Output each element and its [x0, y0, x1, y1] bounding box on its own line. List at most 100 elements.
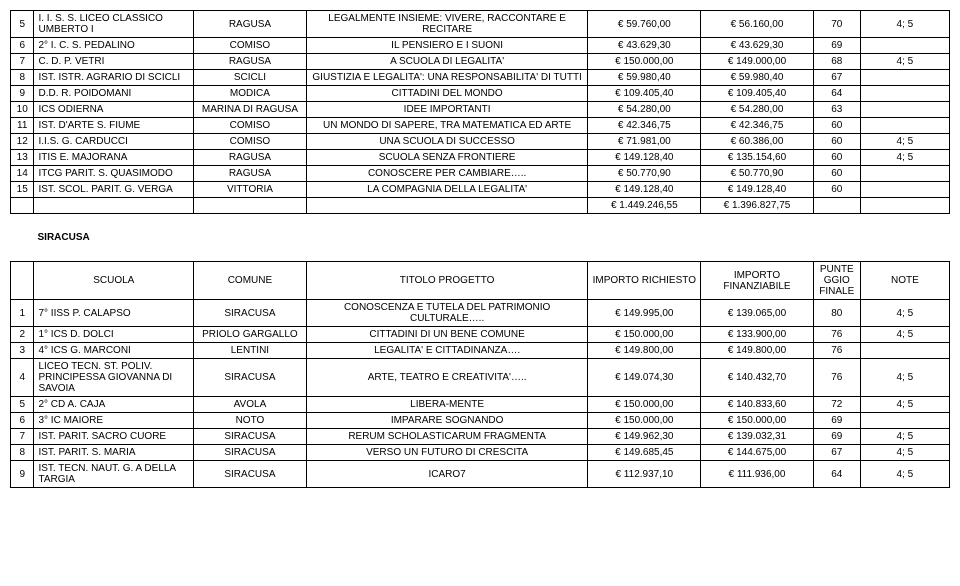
cell: RERUM SCHOLASTICARUM FRAGMENTA — [306, 429, 588, 445]
cell: 68 — [813, 54, 860, 70]
cell — [813, 198, 860, 214]
cell: 4; 5 — [860, 11, 949, 38]
cell: 3 — [11, 343, 34, 359]
cell: IDEE IMPORTANTI — [306, 102, 588, 118]
cell — [860, 166, 949, 182]
cell: € 150.000,00 — [701, 413, 814, 429]
cell: € 43.629,30 — [701, 38, 814, 54]
cell: 7° IISS P. CALAPSO — [34, 300, 194, 327]
cell — [306, 198, 588, 214]
cell: € 150.000,00 — [588, 54, 701, 70]
cell — [34, 198, 194, 214]
cell: SIRACUSA — [194, 359, 307, 397]
cell: IMPARARE SOGNANDO — [306, 413, 588, 429]
header-row: SCUOLACOMUNETITOLO PROGETTOIMPORTO RICHI… — [11, 262, 950, 300]
table-row: 9D.D. R. POIDOMANIMODICACITTADINI DEL MO… — [11, 86, 950, 102]
cell: SCICLI — [194, 70, 307, 86]
table-row: 5I. I. S. S. LICEO CLASSICO UMBERTO IRAG… — [11, 11, 950, 38]
cell: IST. TECN. NAUT. G. A DELLA TARGIA — [34, 461, 194, 488]
cell: 4; 5 — [860, 150, 949, 166]
section-siracusa-label: SIRACUSA — [34, 226, 194, 249]
cell: LEGALITA' E CITTADINANZA…. — [306, 343, 588, 359]
cell: € 50.770,90 — [701, 166, 814, 182]
cell: € 56.160,00 — [701, 11, 814, 38]
cell: 67 — [813, 70, 860, 86]
cell: MODICA — [194, 86, 307, 102]
cell: € 149.800,00 — [701, 343, 814, 359]
cell: € 59.760,00 — [588, 11, 701, 38]
cell: € 135.154,60 — [701, 150, 814, 166]
cell — [860, 70, 949, 86]
cell: 4; 5 — [860, 445, 949, 461]
cell: GIUSTIZIA E LEGALITA': UNA RESPONSABILIT… — [306, 70, 588, 86]
cell: € 149.962,30 — [588, 429, 701, 445]
cell: € 109.405,40 — [701, 86, 814, 102]
cell: MARINA DI RAGUSA — [194, 102, 307, 118]
table-row: 15IST. SCOL. PARIT. G. VERGAVITTORIALA C… — [11, 182, 950, 198]
cell: RAGUSA — [194, 150, 307, 166]
header-cell: SCUOLA — [34, 262, 194, 300]
cell: € 42.346,75 — [701, 118, 814, 134]
header-cell: IMPORTO FINANZIABILE — [701, 262, 814, 300]
cell: 60 — [813, 150, 860, 166]
cell: AVOLA — [194, 397, 307, 413]
cell: SIRACUSA — [194, 445, 307, 461]
cell: ITIS E. MAJORANA — [34, 150, 194, 166]
cell: € 149.995,00 — [588, 300, 701, 327]
cell: € 139.032,31 — [701, 429, 814, 445]
section-gap: SIRACUSA — [10, 214, 950, 261]
table-row: 52° CD A. CAJAAVOLALIBERA-MENTE€ 150.000… — [11, 397, 950, 413]
cell — [860, 413, 949, 429]
table-ragusa: 5I. I. S. S. LICEO CLASSICO UMBERTO IRAG… — [10, 10, 950, 214]
cell: UNA SCUOLA DI SUCCESSO — [306, 134, 588, 150]
table-row: 13ITIS E. MAJORANARAGUSASCUOLA SENZA FRO… — [11, 150, 950, 166]
cell — [11, 198, 34, 214]
cell: € 43.629,30 — [588, 38, 701, 54]
cell: 4; 5 — [860, 300, 949, 327]
cell: € 54.280,00 — [701, 102, 814, 118]
cell: € 150.000,00 — [588, 413, 701, 429]
cell: 10 — [11, 102, 34, 118]
cell: SIRACUSA — [194, 429, 307, 445]
cell: € 149.128,40 — [588, 182, 701, 198]
cell — [860, 182, 949, 198]
cell: 14 — [11, 166, 34, 182]
cell: ICS ODIERNA — [34, 102, 194, 118]
table-row: 8IST. ISTR. AGRARIO DI SCICLISCICLIGIUST… — [11, 70, 950, 86]
cell: ICARO7 — [306, 461, 588, 488]
cell: € 150.000,00 — [588, 397, 701, 413]
cell: NOTO — [194, 413, 307, 429]
cell: € 1.396.827,75 — [701, 198, 814, 214]
cell: COMISO — [194, 38, 307, 54]
header-cell: NOTE — [860, 262, 949, 300]
cell: COMISO — [194, 118, 307, 134]
cell: 4; 5 — [860, 397, 949, 413]
table-siracusa: SCUOLACOMUNETITOLO PROGETTOIMPORTO RICHI… — [10, 261, 950, 488]
cell: LEGALMENTE INSIEME: VIVERE, RACCONTARE E… — [306, 11, 588, 38]
cell: LIBERA-MENTE — [306, 397, 588, 413]
cell: ARTE, TEATRO E CREATIVITA'….. — [306, 359, 588, 397]
cell: CONOSCERE PER CAMBIARE….. — [306, 166, 588, 182]
header-cell: TITOLO PROGETTO — [306, 262, 588, 300]
table-row: 14ITCG PARIT. S. QUASIMODORAGUSACONOSCER… — [11, 166, 950, 182]
cell: 4; 5 — [860, 54, 949, 70]
cell: 12 — [11, 134, 34, 150]
cell: COMISO — [194, 134, 307, 150]
cell: € 59.980,40 — [588, 70, 701, 86]
header-cell: COMUNE — [194, 262, 307, 300]
cell — [860, 343, 949, 359]
cell: 64 — [813, 86, 860, 102]
cell: 9 — [11, 461, 34, 488]
table-row: 21° ICS D. DOLCIPRIOLO GARGALLOCITTADINI… — [11, 327, 950, 343]
cell: 60 — [813, 182, 860, 198]
cell: 11 — [11, 118, 34, 134]
table-row: 12I.I.S. G. CARDUCCICOMISOUNA SCUOLA DI … — [11, 134, 950, 150]
cell: LA COMPAGNIA DELLA LEGALITA' — [306, 182, 588, 198]
table-row: 4LICEO TECN. ST. POLIV. PRINCIPESSA GIOV… — [11, 359, 950, 397]
cell — [860, 38, 949, 54]
cell: € 139.065,00 — [701, 300, 814, 327]
cell — [860, 86, 949, 102]
cell: SIRACUSA — [194, 461, 307, 488]
cell: 4; 5 — [860, 461, 949, 488]
cell: I. I. S. S. LICEO CLASSICO UMBERTO I — [34, 11, 194, 38]
